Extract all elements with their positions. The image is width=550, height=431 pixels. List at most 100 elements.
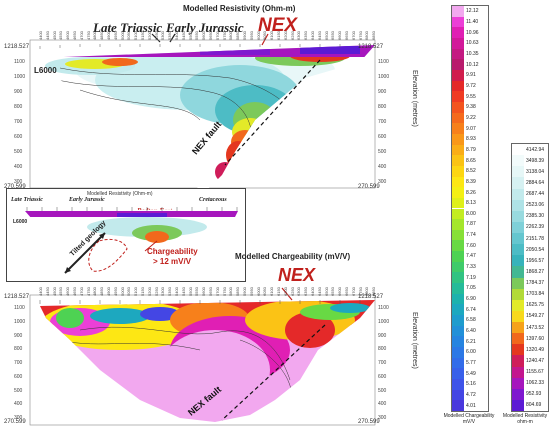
elevation-tick: 900 [14, 89, 23, 95]
chargeability-legend-row: 8.39 [452, 176, 488, 188]
station-label: 4500 [51, 31, 57, 40]
resistivity-legend-value: 1868.27 [526, 268, 545, 275]
station-label: 6150 [276, 287, 281, 296]
inset-plot [25, 207, 239, 274]
resistivity-legend-value: 1155.67 [526, 369, 544, 376]
chargeability-legend-value: 8.79 [466, 146, 476, 153]
chargeability-legend-swatch [452, 112, 464, 124]
inset-annot-early-jurassic: Early Jurassic [69, 197, 105, 203]
chargeability-legend-value: 7.33 [466, 264, 476, 271]
chargeability-legend-row: 7.60 [452, 240, 488, 252]
annot-early-jurassic: Early Jurassic [166, 20, 244, 35]
chargeability-legend-row: 7.19 [452, 272, 488, 284]
chargeability-legend-value: 8.93 [466, 136, 476, 143]
chargeability-legend-swatch [452, 27, 464, 38]
chargeability-legend-swatch [452, 69, 464, 81]
resistivity-legend-row: 2050.54 [512, 244, 548, 256]
station-label: 5050 [126, 287, 132, 296]
station-label: 6000 [255, 31, 261, 40]
chargeability-legend-swatch [452, 176, 464, 188]
chargeability-legend-row: 5.16 [452, 379, 488, 390]
resistivity-legend-row: 1784.37 [512, 277, 548, 289]
resistivity-legend-value: 2262.39 [526, 224, 545, 231]
elevation-tick: 1000 [14, 74, 26, 80]
resistivity-legend-row: 1549.27 [512, 310, 548, 322]
chargeability-legend-swatch [452, 251, 464, 262]
resistivity-section-plot [29, 33, 376, 190]
chargeability-legend-value: 6.00 [466, 349, 476, 356]
station-label: 6450 [316, 31, 322, 40]
chargeability-legend-swatch [452, 155, 464, 166]
annot-arrow-jurassic [169, 33, 176, 43]
chargeability-legend-value: 9.91 [466, 72, 476, 79]
elevation-tick: 900 [378, 332, 387, 339]
inset-title: Modelled Resistivity (Ohm-m) [87, 191, 153, 197]
station-label: 4600 [65, 287, 71, 296]
station-label: 5750 [221, 31, 227, 40]
chargeability-legend-value: 8.00 [466, 210, 476, 217]
station-label: 5950 [248, 31, 254, 40]
inset-tilt-arrow [64, 232, 106, 274]
chargeability-legend-row: 4.72 [452, 389, 488, 401]
resistivity-legend-value: 1397.60 [526, 335, 545, 342]
station-label: 5300 [160, 31, 166, 40]
resistivity-legend-swatch [512, 355, 524, 367]
chargeability-legend-row: 6.00 [452, 347, 488, 358]
station-label: 4950 [112, 31, 118, 40]
station-label: 6050 [262, 287, 268, 296]
station-label: 4450 [44, 31, 50, 40]
line-label-top: L6000 [34, 66, 57, 75]
resistivity-legend-swatch [512, 155, 524, 167]
resistivity-legend-row: 3498.39 [512, 155, 548, 167]
resistivity-legend-row: 2884.64 [512, 177, 548, 189]
chargeability-legend-swatch [452, 347, 464, 358]
chargeability-legend-swatch [452, 16, 464, 28]
chargeability-legend-value: 10.35 [466, 50, 479, 57]
elevation-tick: 1100 [378, 59, 389, 65]
elevation-ticks-right-bottom: 1100 1000 900 800 700 600 500 400 300 [378, 305, 398, 421]
elevation-tick: 700 [378, 360, 387, 366]
station-label: 5150 [140, 287, 145, 296]
resistivity-legend-value: 3138.04 [526, 168, 545, 175]
inset-annot-late-triassic: Late Triassic [11, 197, 43, 203]
resistivity-legend-swatch [512, 244, 524, 256]
inset-line-label: L6000 [13, 219, 28, 225]
station-label: 6650 [344, 31, 349, 40]
chargeability-legend-row: 7.47 [452, 251, 488, 262]
chargeability-legend-row: 9.72 [452, 80, 488, 92]
station-label: 5200 [146, 287, 152, 296]
chargeability-legend-value: 10.96 [466, 29, 479, 36]
elevation-tick: 400 [378, 401, 387, 408]
station-label: 4500 [51, 287, 57, 296]
station-label: 4550 [58, 287, 64, 296]
elevation-axis-label-bottom: Elevation (metres) [411, 312, 418, 369]
chargeability-legend-value: 6.21 [466, 338, 476, 345]
chargeability-legend-swatch [452, 379, 464, 390]
inset-annot-cretaceous: Cretaceous [199, 197, 227, 203]
chargeability-legend-value: 6.58 [466, 317, 476, 324]
resistivity-legend-row: 1062.33 [512, 377, 548, 389]
chargeability-legend-value: 7.19 [466, 274, 476, 281]
resistivity-legend-swatch [512, 177, 524, 189]
station-label: 5350 [167, 287, 173, 296]
station-label: 6050 [262, 31, 268, 40]
annot-arrow-triassic [151, 33, 161, 43]
chargeability-legend-swatch [452, 208, 464, 220]
station-label: 4600 [65, 31, 71, 40]
elevation-tick: 900 [14, 332, 23, 339]
inset-panel: Modelled Resistivity (Ohm-m) Late Triass… [6, 188, 246, 282]
station-label: 5550 [194, 31, 200, 40]
elevation-tick: 700 [378, 119, 387, 125]
elevation-tick: 300 [14, 179, 23, 185]
resistivity-legend-swatch [512, 221, 524, 233]
chargeability-legend-row: 9.07 [452, 123, 488, 134]
chargeability-legend-swatch [452, 144, 464, 156]
elevation-tick: 1100 [378, 305, 389, 311]
station-label: 6400 [310, 287, 315, 296]
chargeability-legend-swatch [452, 315, 464, 326]
station-label: 6500 [323, 31, 329, 40]
coord-bottom-left-bottom: 270.599 [4, 419, 26, 425]
resistivity-legend-value: 1625.75 [526, 302, 545, 309]
resistivity-legend-row: 804.69 [512, 399, 548, 411]
resistivity-legend-swatch [512, 144, 524, 156]
